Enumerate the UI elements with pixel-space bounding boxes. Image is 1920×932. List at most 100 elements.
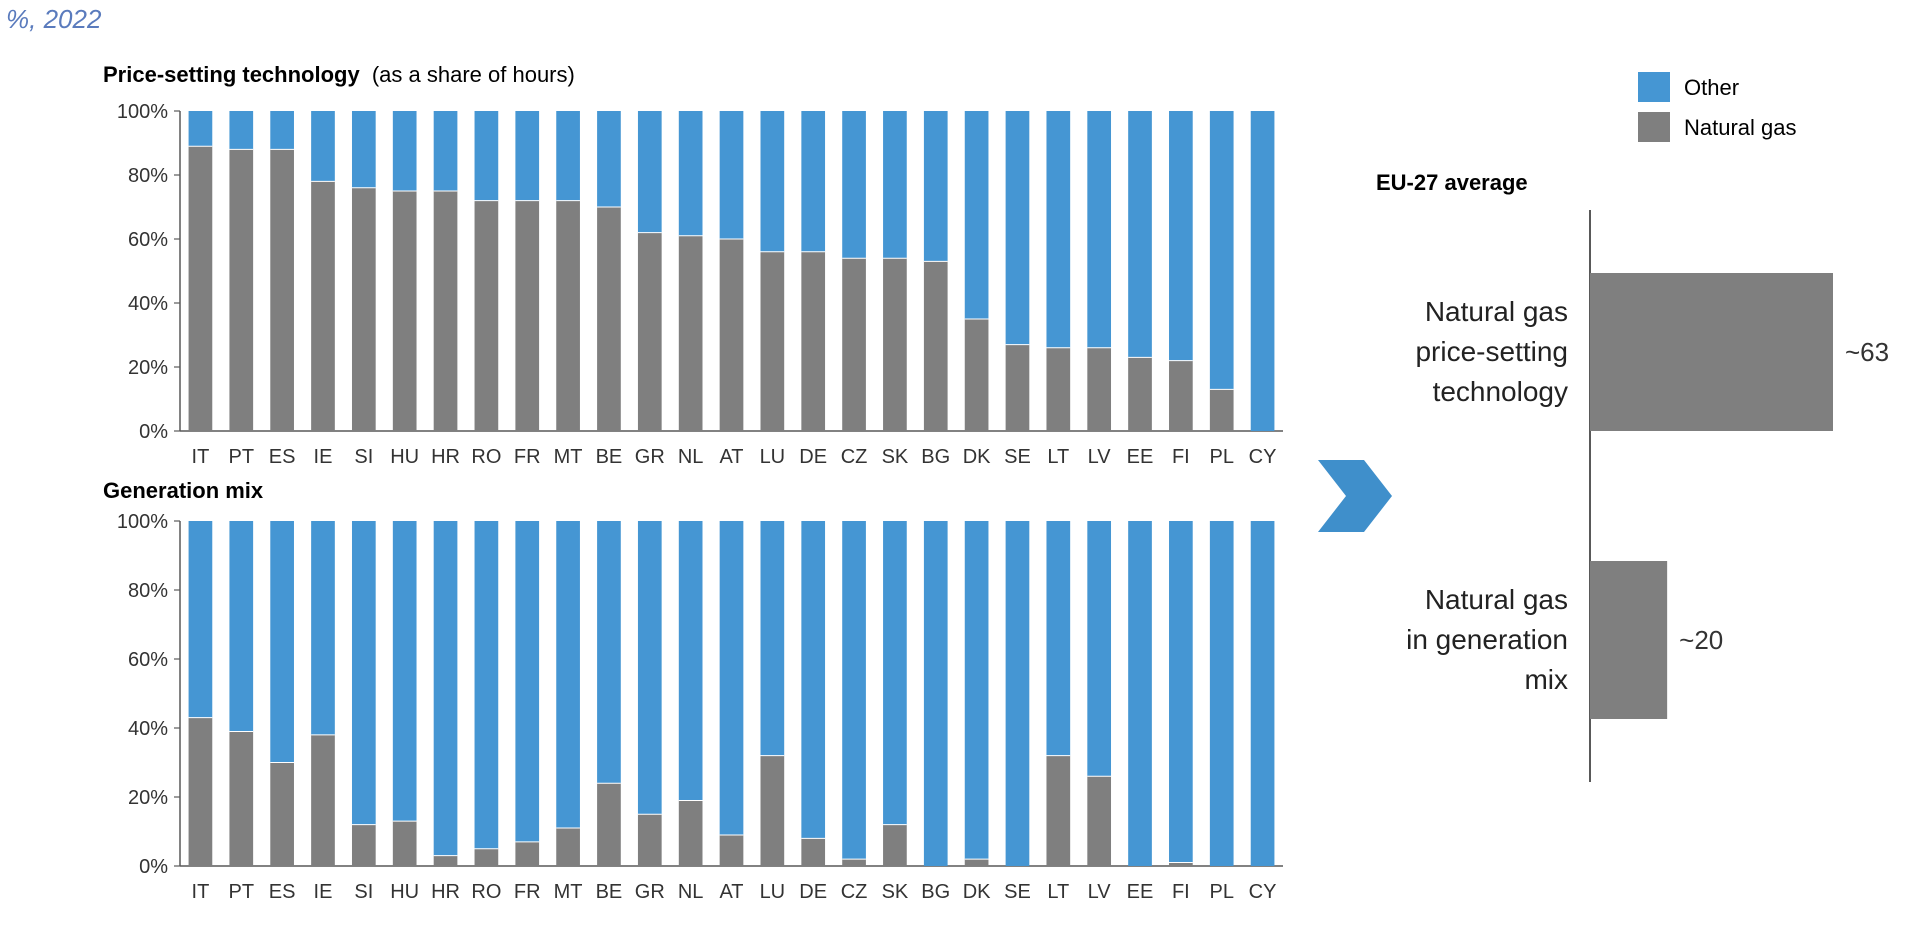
x-tick-label-fi: FI <box>1172 881 1190 903</box>
x-tick-label-it: IT <box>192 881 210 903</box>
bar-other-fi <box>1169 111 1193 361</box>
bar-other-gr <box>637 111 662 233</box>
bar-other-be <box>597 111 621 207</box>
bar-gas-es <box>270 149 294 431</box>
bar-gas-lu <box>760 755 785 866</box>
x-tick-label-be: BE <box>596 446 623 468</box>
bar-gas-hr <box>433 855 458 866</box>
bar-gas-sk <box>883 258 907 431</box>
x-tick-label-pl: PL <box>1209 881 1233 903</box>
bar-other-it <box>188 521 213 718</box>
bar-other-lv <box>1087 111 1112 348</box>
bar-other-be <box>597 521 621 784</box>
bar-other-dk <box>964 111 989 319</box>
bar-other-ie <box>311 111 335 182</box>
chart-title-suffix: (as a share of hours) <box>372 62 575 87</box>
x-tick-label-de: DE <box>799 881 827 903</box>
bar-gas-pt <box>229 149 254 431</box>
x-tick-label-es: ES <box>269 446 296 468</box>
y-tick-label: 100% <box>117 511 168 533</box>
bar-gas-fi <box>1169 360 1193 431</box>
y-tick-label: 80% <box>128 165 168 187</box>
x-tick-label-bg: BG <box>921 881 950 903</box>
legend-label-gas: Natural gas <box>1684 115 1797 140</box>
y-tick-label: 20% <box>128 357 168 379</box>
x-tick-label-dk: DK <box>963 446 991 468</box>
bar-gas-ro <box>474 848 499 866</box>
bar-other-cz <box>842 111 866 259</box>
bar-other-es <box>270 111 294 150</box>
bar-other-hu <box>392 521 417 822</box>
x-tick-label-ro: RO <box>471 446 501 468</box>
chart-subtitle: %, 2022 <box>6 4 102 34</box>
bar-other-lv <box>1087 521 1112 777</box>
bar-gas-be <box>597 783 621 866</box>
x-tick-label-sk: SK <box>882 446 909 468</box>
bar-gas-lt <box>1046 347 1071 431</box>
bar-other-si <box>351 521 376 825</box>
bar-other-fr <box>515 521 540 842</box>
bar-other-hr <box>433 521 458 856</box>
y-tick-label: 80% <box>128 580 168 602</box>
eu-bar-label-1: Natural gas in generation mix <box>1406 584 1568 695</box>
bar-other-mt <box>556 521 580 829</box>
x-tick-label-ee: EE <box>1127 446 1154 468</box>
bar-other-de <box>801 521 826 839</box>
x-tick-label-pl: PL <box>1209 446 1233 468</box>
x-tick-label-lu: LU <box>760 446 786 468</box>
bar-other-sk <box>883 111 907 259</box>
x-tick-label-fr: FR <box>514 446 541 468</box>
bar-gas-fi <box>1169 862 1193 866</box>
bar-other-gr <box>637 521 662 815</box>
y-tick-label: 0% <box>139 421 168 443</box>
x-tick-label-cy: CY <box>1249 881 1277 903</box>
bar-gas-cz <box>842 859 866 866</box>
x-tick-label-es: ES <box>269 881 296 903</box>
y-tick-label: 100% <box>117 101 168 123</box>
x-tick-label-mt: MT <box>554 881 583 903</box>
bar-gas-lv <box>1087 347 1112 431</box>
x-tick-label-se: SE <box>1004 881 1031 903</box>
bar-other-de <box>801 111 826 252</box>
x-tick-label-ie: IE <box>314 446 333 468</box>
bar-other-nl <box>678 521 703 801</box>
bar-other-fi <box>1169 521 1193 863</box>
bar-other-dk <box>964 521 989 860</box>
x-tick-label-nl: NL <box>678 446 704 468</box>
x-tick-label-hu: HU <box>390 446 419 468</box>
bar-gas-pt <box>229 731 254 866</box>
x-tick-label-lv: LV <box>1088 446 1112 468</box>
eu-bar-0 <box>1590 273 1833 431</box>
chart-title-price-setting: Price-setting technology (as a share of … <box>103 62 575 87</box>
x-tick-label-lt: LT <box>1047 881 1069 903</box>
bar-gas-si <box>351 824 376 866</box>
bar-other-nl <box>678 111 703 236</box>
bar-other-pt <box>229 111 254 150</box>
bar-gas-lt <box>1046 755 1071 866</box>
bar-gas-fr <box>515 200 540 431</box>
panel-price-setting: 0% 20% 40% 60% 80% 100% IT PT ES IE SI HU HR RO FR MT BE… <box>117 101 1283 468</box>
bar-gas-gr <box>637 814 662 866</box>
bar-gas-lv <box>1087 776 1112 866</box>
x-tick-label-se: SE <box>1004 446 1031 468</box>
bar-gas-at <box>719 834 744 866</box>
bar-other-cy <box>1250 111 1275 431</box>
x-tick-label-nl: NL <box>678 881 704 903</box>
bar-gas-de <box>801 251 826 431</box>
x-tick-label-ie: IE <box>314 881 333 903</box>
x-tick-label-gr: GR <box>635 881 665 903</box>
bar-gas-pl <box>1209 389 1234 431</box>
y-tick-label: 60% <box>128 649 168 671</box>
bar-other-lt <box>1046 111 1071 348</box>
bar-gas-hu <box>392 821 417 866</box>
bar-other-hu <box>392 111 417 191</box>
x-tick-label-hu: HU <box>390 881 419 903</box>
x-tick-label-cz: CZ <box>841 881 868 903</box>
bar-gas-fr <box>515 841 540 866</box>
bar-other-si <box>351 111 376 188</box>
bar-gas-sk <box>883 824 907 866</box>
chart-title-main: Price-setting technology <box>103 62 360 87</box>
eu-bar-value-1: ~20 <box>1679 625 1723 655</box>
